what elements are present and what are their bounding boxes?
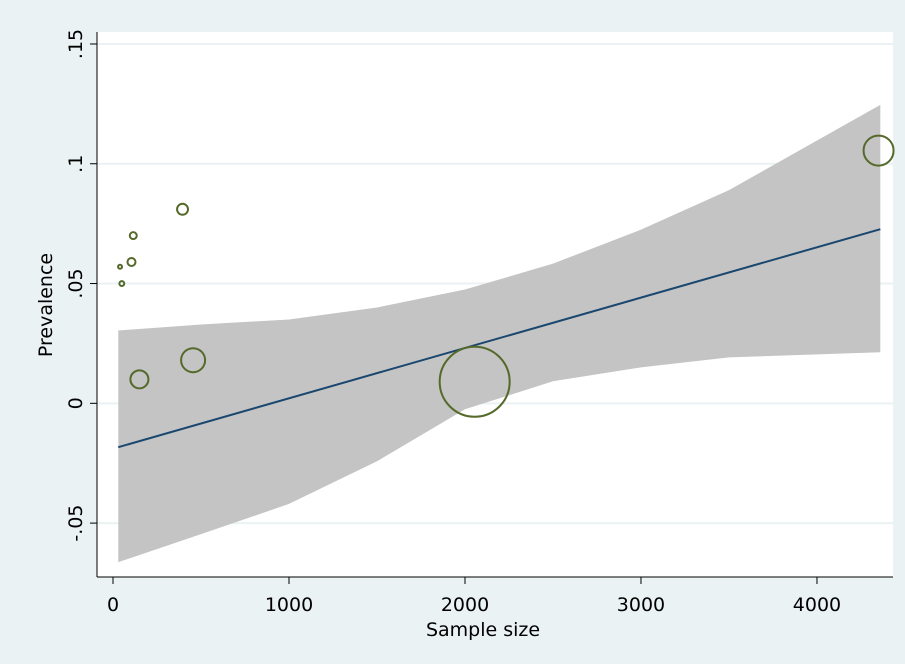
x-tick-label: 2000 bbox=[441, 594, 489, 616]
x-axis-title: Sample size bbox=[426, 619, 540, 641]
y-axis-title: Prevalence bbox=[35, 253, 57, 357]
bubble bbox=[180, 347, 207, 374]
y-tick-label: .1 bbox=[65, 155, 87, 173]
y-tick-label: .15 bbox=[65, 29, 87, 59]
y-tick-label: .05 bbox=[65, 268, 87, 298]
bubble bbox=[128, 231, 138, 241]
x-tick-label: 1000 bbox=[265, 594, 313, 616]
confidence-band bbox=[118, 104, 881, 563]
bubble bbox=[176, 202, 190, 216]
bubble bbox=[129, 369, 150, 390]
x-tick-label: 0 bbox=[107, 594, 119, 616]
y-tick-label: 0 bbox=[65, 397, 87, 409]
bubble bbox=[126, 256, 137, 267]
bubble bbox=[118, 280, 126, 287]
bubble bbox=[862, 134, 895, 167]
bubble bbox=[117, 263, 124, 270]
bubble bbox=[438, 345, 511, 418]
y-tick-label: -.05 bbox=[65, 505, 87, 542]
x-tick-label: 4000 bbox=[793, 594, 841, 616]
fit-line bbox=[118, 228, 881, 449]
x-tick-label: 3000 bbox=[617, 594, 665, 616]
